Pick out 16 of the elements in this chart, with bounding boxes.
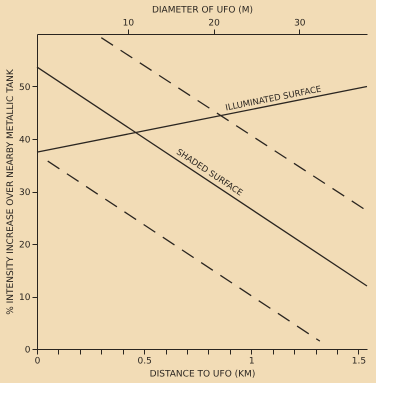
y-axis-title: % INTENSITY INCREASE OVER NEARBY METALLIC TANK	[6, 68, 16, 315]
x-tick-label: 0.5	[137, 356, 152, 366]
x2-tick-label: 20	[208, 18, 220, 28]
x-tick-label: 0	[34, 356, 41, 366]
y-tick-label: 40	[19, 136, 31, 146]
y-tick-label: 30	[19, 188, 31, 198]
y-tick-label: 20	[19, 240, 31, 250]
x2-tick-label: 10	[122, 18, 134, 28]
y-tick-label: 0	[24, 346, 31, 356]
y-tick-label: 10	[19, 293, 31, 303]
x2-tick-label: 30	[294, 18, 306, 28]
x-axis-title: DISTANCE TO UFO (KM)	[150, 370, 256, 380]
x2-axis-title: DIAMETER OF UFO (M)	[152, 6, 254, 16]
x-tick-label: 1	[248, 356, 255, 366]
y-tick-label: 50	[19, 83, 31, 93]
x-tick-label: 1.5	[352, 356, 366, 366]
